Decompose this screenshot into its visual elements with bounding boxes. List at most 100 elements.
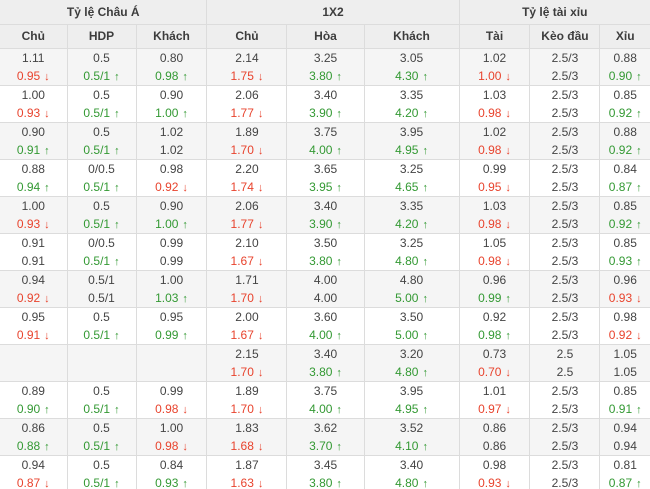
odds-live-number: 0.98 — [478, 142, 502, 157]
odds-opening-value: 0.5/1 — [88, 272, 115, 287]
odds-cell: 2.5/3 2.5/3 — [529, 48, 601, 85]
odds-cell: 1.89 1.70 ↓ — [206, 381, 288, 418]
odds-live-value: 0.5/1 ↑ — [68, 437, 136, 455]
odds-opening-value: 0.90 — [21, 124, 45, 139]
odds-live-number: 2.5/3 — [551, 253, 579, 268]
odds-live-value: 3.70 ↑ — [287, 437, 363, 455]
up-arrow-icon: ↑ — [114, 440, 120, 453]
odds-cell: 2.5/3 2.5/3 — [529, 270, 601, 307]
odds-cell: 0.5 0.5/1 ↑ — [67, 122, 137, 159]
odds-live-value: 0.5/1 ↑ — [68, 67, 136, 85]
section-header-row: Tỷ lệ Châu Á 1X2 Tỷ lệ tài xỉu — [0, 0, 650, 25]
odds-live-number: 0.97 — [478, 401, 502, 416]
odds-live-value — [68, 363, 136, 381]
down-arrow-icon: ↓ — [182, 181, 188, 194]
down-arrow-icon: ↓ — [257, 70, 264, 83]
odds-opening-value: 1.01 — [482, 383, 507, 398]
odds-opening-value: 2.5/3 — [551, 457, 579, 472]
odds-live-number: 1.00 — [155, 216, 179, 231]
odds-row: 1.11 0.95 ↓ 0.5 0.5/1 ↑ 0.80 0.98 ↑ 2.14 1.75 ↓ 3.25… — [0, 48, 650, 85]
odds-cell: 3.20 4.80 ↑ — [364, 344, 460, 381]
odds-opening-value: 2.5/3 — [551, 198, 579, 213]
odds-live-number: 2.5/3 — [551, 216, 579, 231]
odds-cell: 0.85 0.91 ↑ — [600, 381, 650, 418]
odds-opening-value: 3.65 — [313, 161, 338, 176]
up-arrow-icon: ↑ — [505, 329, 511, 342]
odds-row: 0.91 0.91 0/0.5 0.5/1 ↑ 0.99 0.99 2.10 1.67 ↓ 3.50… — [0, 233, 650, 270]
odds-live-value: 4.95 ↑ — [365, 141, 459, 159]
odds-cell: 1.71 1.70 ↓ — [206, 270, 288, 307]
odds-cell: 0.86 0.88 ↑ — [0, 418, 68, 455]
down-arrow-icon: ↓ — [44, 477, 50, 489]
up-arrow-icon: ↑ — [44, 144, 50, 157]
odds-live-value: 0.93 ↑ — [600, 252, 650, 270]
up-arrow-icon: ↑ — [422, 255, 428, 268]
up-arrow-icon: ↑ — [422, 144, 428, 157]
odds-cell: 0.94 0.92 ↓ — [0, 270, 68, 307]
odds-opening-value: 3.45 — [313, 457, 338, 472]
odds-cell: 0.88 0.92 ↑ — [600, 122, 650, 159]
odds-cell: 0.88 0.90 ↑ — [600, 48, 650, 85]
odds-opening-value: 0.85 — [613, 198, 637, 213]
odds-live-value: 2.5/3 — [530, 326, 599, 344]
odds-live-value: 0.87 ↑ — [600, 178, 650, 196]
odds-opening-value: 3.75 — [313, 124, 338, 139]
odds-live-number: 0.95 — [16, 68, 41, 83]
odds-opening-value: 0.90 — [159, 198, 184, 213]
odds-live-number: 4.80 — [395, 364, 419, 379]
odds-live-number: 0.86 — [482, 438, 507, 453]
odds-cell: 0.85 0.93 ↑ — [600, 233, 650, 270]
odds-cell: 3.62 3.70 ↑ — [286, 418, 365, 455]
odds-live-value: 0.93 ↓ — [0, 215, 67, 233]
odds-live-value: 2.5/3 — [530, 437, 599, 455]
odds-opening-value: 2.5/3 — [551, 124, 579, 139]
odds-live-value: 0.5/1 ↑ — [68, 104, 136, 122]
odds-live-number: 0.94 — [16, 179, 41, 194]
odds-live-number: 1.77 — [230, 216, 254, 231]
up-arrow-icon: ↑ — [182, 329, 188, 342]
odds-opening-value: 2.5/3 — [551, 309, 579, 324]
odds-opening-value: 1.05 — [482, 235, 507, 250]
odds-opening-value: 0.90 — [159, 87, 184, 102]
up-arrow-icon: ↑ — [114, 218, 120, 231]
odds-live-value: 3.80 ↑ — [287, 474, 363, 489]
odds-live-value: 4.20 ↑ — [365, 104, 459, 122]
odds-opening-value: 2.20 — [235, 161, 259, 176]
odds-live-value: 2.5/3 — [530, 67, 599, 85]
odds-live-value: 0.95 ↓ — [460, 178, 530, 196]
odds-cell: 0.95 0.99 ↑ — [136, 307, 208, 344]
odds-live-number: 1.77 — [230, 105, 254, 120]
down-arrow-icon: ↓ — [257, 366, 264, 379]
odds-live-value: 0.92 ↓ — [600, 326, 650, 344]
odds-cell: 3.05 4.30 ↑ — [364, 48, 460, 85]
odds-live-number: 0.5/1 — [83, 142, 111, 157]
odds-cell: 0.85 0.92 ↑ — [600, 196, 650, 233]
odds-live-value: 2.5/3 — [530, 474, 599, 489]
odds-row: 0.86 0.88 ↑ 0.5 0.5/1 ↑ 1.00 0.98 ↓ 1.83 1.68 ↓ 3.62… — [0, 418, 650, 455]
odds-row: 0.88 0.94 ↑ 0/0.5 0.5/1 ↑ 0.98 0.92 ↓ 2.20 1.74 ↓ 3.… — [0, 159, 650, 196]
odds-opening-value: 0.96 — [482, 272, 507, 287]
odds-cell: 0.95 0.91 ↓ — [0, 307, 68, 344]
odds-cell: 1.05 0.98 ↓ — [459, 233, 531, 270]
odds-opening-value: 0/0.5 — [88, 235, 115, 250]
odds-opening-value: 1.02 — [482, 50, 507, 65]
column-header-1x2-home: Chủ — [206, 24, 288, 49]
odds-live-value: 0.92 ↓ — [0, 289, 67, 307]
odds-opening-value: 4.00 — [313, 272, 338, 287]
odds-live-number: 1.00 — [478, 68, 502, 83]
down-arrow-icon: ↓ — [257, 218, 264, 231]
odds-cell: 3.95 4.95 ↑ — [364, 122, 460, 159]
odds-cell: 0.85 0.92 ↑ — [600, 85, 650, 122]
odds-opening-value: 1.00 — [159, 420, 184, 435]
odds-live-value: 0.98 ↓ — [137, 437, 207, 455]
odds-cell: 1.05 1.05 — [600, 344, 650, 381]
up-arrow-icon: ↑ — [336, 329, 342, 342]
odds-cell: 2.06 1.77 ↓ — [206, 196, 288, 233]
odds-opening-value: 0.5 — [93, 50, 110, 65]
odds-cell: 1.11 0.95 ↓ — [0, 48, 68, 85]
odds-opening-value: 1.03 — [482, 87, 507, 102]
odds-live-number: 4.95 — [395, 142, 419, 157]
odds-live-value: 4.00 ↑ — [287, 326, 363, 344]
up-arrow-icon: ↑ — [182, 292, 188, 305]
